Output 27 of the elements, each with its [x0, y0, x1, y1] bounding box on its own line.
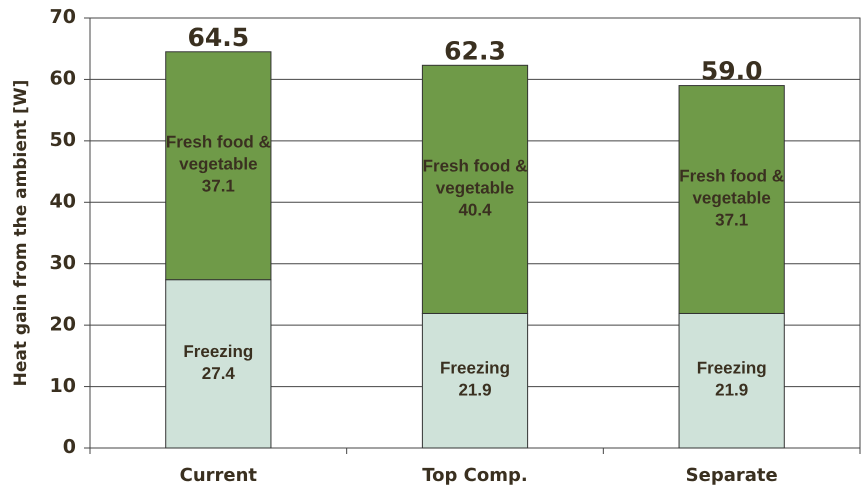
text: Fresh food & vegetable	[422, 156, 528, 198]
total-label: 64.5	[187, 22, 250, 52]
total-label: 59.0	[700, 56, 763, 86]
y-tick-label: 50	[50, 129, 76, 152]
x-tick-label: Top Comp.	[422, 465, 528, 486]
series-label: Fresh food & vegetable	[679, 167, 784, 208]
y-axis-title: Heat gain from the ambient [W]	[11, 80, 31, 386]
x-tick-label: Current	[180, 465, 258, 486]
data-label: 21.9	[715, 381, 748, 400]
data-label: 40.4	[458, 200, 492, 220]
total-label: 62.3	[444, 36, 506, 66]
y-tick-label: 30	[50, 252, 76, 274]
y-tick-label: 10	[50, 374, 76, 397]
data-label: 37.1	[202, 177, 235, 196]
data-label: 37.1	[715, 211, 748, 230]
data-label: 21.9	[458, 381, 492, 400]
text: Fresh food & vegetable	[166, 133, 271, 174]
data-label: 27.4	[202, 364, 236, 384]
text: Freezing	[696, 359, 767, 378]
x-tick-label: Separate	[686, 465, 778, 486]
y-tick-label: 0	[62, 436, 76, 458]
y-tick-label: 40	[50, 190, 76, 212]
series-label: Freezing	[440, 359, 510, 378]
y-tick-label: 70	[50, 6, 76, 28]
text: Freezing	[183, 342, 254, 362]
y-tick-label: 60	[50, 68, 76, 90]
y-tick-label: 20	[50, 313, 76, 336]
